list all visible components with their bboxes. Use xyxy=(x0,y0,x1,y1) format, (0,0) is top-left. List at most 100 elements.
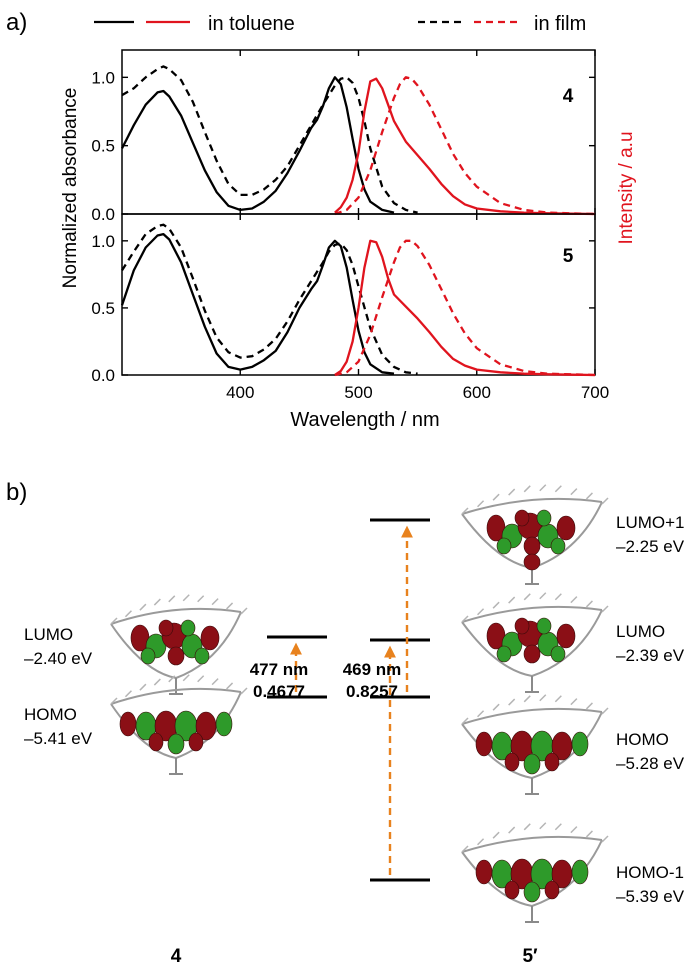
molecule-backbone xyxy=(461,723,533,779)
molecule-bond xyxy=(197,595,205,603)
label-4-homo-name: HOMO xyxy=(24,705,77,724)
orbital-lobe xyxy=(523,553,541,571)
orbital-lobe xyxy=(523,644,541,664)
molecule-bond xyxy=(153,678,161,686)
series-absorbance-in-toluene xyxy=(120,76,395,214)
molecule-bond xyxy=(211,678,219,686)
orbital-lobe xyxy=(475,859,493,885)
molecule-bond xyxy=(124,690,132,698)
molecule-backbone xyxy=(110,607,242,625)
label-5-lumo-name: LUMO xyxy=(616,622,665,641)
molecule-bond xyxy=(492,493,500,501)
molecule-backbone xyxy=(461,835,603,853)
molecule-bond xyxy=(523,695,531,703)
molecule-bond xyxy=(477,710,485,718)
molecule-bond xyxy=(124,610,132,618)
molecule-bond xyxy=(477,608,485,616)
orbital-lobe xyxy=(119,711,137,737)
y-tick-label: 1.0 xyxy=(91,68,115,87)
orbital-image-4-lumo xyxy=(110,594,248,695)
molecule-bond xyxy=(139,683,147,691)
orbital-lobe xyxy=(523,536,541,556)
molecule-backbone xyxy=(175,611,242,679)
orbital-lobe xyxy=(571,859,589,885)
label-4-lumo-name: LUMO xyxy=(24,625,73,644)
orbital-lobe xyxy=(158,619,174,637)
orbital-lobe xyxy=(167,733,185,755)
transition-4-strength: 0.4677 xyxy=(253,682,305,701)
molecule-backbone xyxy=(531,609,603,677)
molecule-backbone xyxy=(110,687,242,705)
x-axis-title: Wavelength / nm xyxy=(290,409,439,431)
y-axis-right-title: Intensity / a.u xyxy=(616,131,637,244)
orbital-image-4-homo xyxy=(110,674,248,775)
molecule-bond xyxy=(461,845,469,853)
molecule-bond xyxy=(461,717,469,725)
molecule-bond xyxy=(585,492,593,500)
label-5-homo-energy: –5.28 eV xyxy=(616,754,685,773)
plot-compound-5: 0.0 0.5 1.0 400 500 600 700 5 xyxy=(91,213,609,402)
molecule-bond xyxy=(492,831,500,839)
molecule-bond xyxy=(226,682,234,690)
molecule-bond xyxy=(539,694,547,702)
orbital-lobe xyxy=(180,619,196,637)
label-5-homo1-name: HOMO-1 xyxy=(616,863,684,882)
orbital-lobe xyxy=(556,515,576,541)
molecule-backbone xyxy=(461,851,533,907)
orbital-lobe xyxy=(556,623,576,649)
molecule-bond xyxy=(240,687,248,695)
orbital-lobe xyxy=(536,509,552,527)
molecule-bond xyxy=(539,822,547,830)
orbital-lobe xyxy=(504,752,520,772)
molecule-backbone xyxy=(461,497,603,515)
compound-5-label: 5 xyxy=(563,246,574,267)
molecule-bond xyxy=(601,707,609,715)
plot-compound-4: 0.0 0.5 1.0 4 xyxy=(91,49,596,224)
compound-4-bottom-label: 4 xyxy=(171,946,182,967)
molecule-bond xyxy=(570,826,578,834)
molecule-bond xyxy=(508,596,516,604)
y-tick-label: 0.5 xyxy=(91,299,115,318)
molecule-bond xyxy=(601,835,609,843)
orbital-lobe xyxy=(571,731,589,757)
orbital-lobe xyxy=(504,880,520,900)
molecule-backbone xyxy=(531,839,603,907)
label-5-homo1-energy: –5.39 eV xyxy=(616,887,685,906)
molecule-bond xyxy=(492,703,500,711)
molecule-backbone xyxy=(531,501,603,569)
transition-5-strength: 0.8257 xyxy=(346,682,398,701)
orbital-lobe xyxy=(188,732,204,752)
molecule-bond xyxy=(554,695,562,703)
transition-4-wavelength: 477 nm xyxy=(250,660,309,679)
molecule-bond xyxy=(523,485,531,493)
ticks: 0.0 0.5 1.0 xyxy=(91,50,596,224)
ticks: 0.0 0.5 1.0 400 500 600 700 xyxy=(91,214,609,402)
label-4-homo-energy: –5.41 eV xyxy=(24,729,93,748)
orbital-lobe xyxy=(523,881,541,903)
orbital-lobe xyxy=(514,617,530,635)
orbital-lobe xyxy=(550,645,566,663)
compound-4-label: 4 xyxy=(563,86,574,107)
molecule-backbone xyxy=(110,703,177,759)
y-tick-label: 0.0 xyxy=(91,205,115,224)
molecule-backbone xyxy=(531,711,603,779)
molecule-bond xyxy=(153,598,161,606)
transition-5-wavelength: 469 nm xyxy=(343,660,402,679)
orbital-lobe xyxy=(514,509,530,527)
molecule-bond xyxy=(226,602,234,610)
molecule-bond xyxy=(168,595,176,603)
molecule-bond xyxy=(477,500,485,508)
label-5-lumo-energy: –2.39 eV xyxy=(616,646,685,665)
orbital-lobe xyxy=(167,646,185,666)
molecule-bond xyxy=(539,484,547,492)
molecule-bond xyxy=(182,594,190,602)
panel-b: b) 477 nm 0.4677 469 nm 0.8257 LUMO –2.4… xyxy=(6,479,685,967)
molecule-bond xyxy=(570,698,578,706)
molecule-bond xyxy=(554,823,562,831)
curves xyxy=(120,65,596,216)
orbital-lobe xyxy=(475,731,493,757)
molecule-bond xyxy=(477,838,485,846)
molecule-bond xyxy=(585,702,593,710)
molecule-bond xyxy=(110,617,118,625)
